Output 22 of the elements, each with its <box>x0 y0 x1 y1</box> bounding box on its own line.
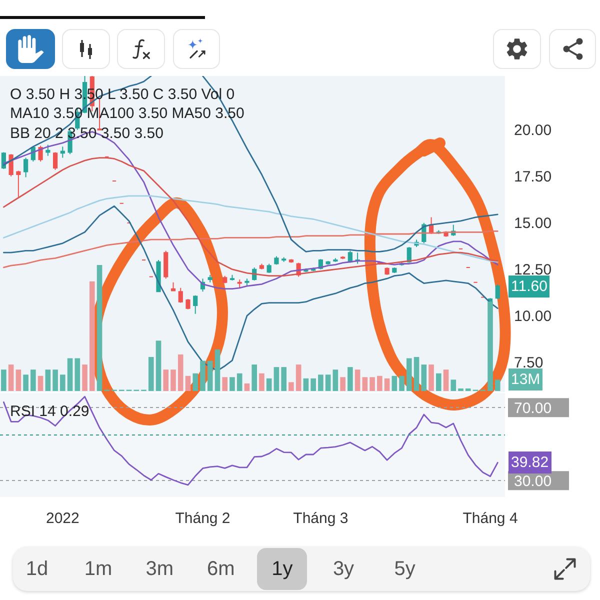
data-label: 39.82 <box>511 454 549 471</box>
text: 1y <box>272 557 293 581</box>
x-tick-label: Tháng 2 <box>175 510 230 527</box>
text: 13M <box>511 371 540 388</box>
y-tick-label: 20.00 <box>514 122 552 140</box>
text: 1d <box>26 557 48 581</box>
x-tick-label: Tháng 3 <box>293 510 348 527</box>
text: 6m <box>206 557 235 581</box>
y-tick-label: 10.00 <box>514 308 552 326</box>
y-tick-label: 15.00 <box>514 215 552 232</box>
y-tick-label: 12.50 <box>514 262 552 279</box>
y-tick-label: 17.50 <box>514 168 552 186</box>
text: 3y <box>332 557 354 581</box>
text: 11.60 <box>511 278 548 295</box>
y-tick-label: 7.50 <box>514 354 544 372</box>
text: 5y <box>394 557 416 581</box>
text: 1m <box>84 557 112 581</box>
text: 3m <box>146 557 174 581</box>
y-tick-label: 70.00 <box>514 400 552 417</box>
x-tick-label: 2022 <box>46 510 80 527</box>
y-tick-label: 30.00 <box>514 472 552 490</box>
x-tick-label: Tháng 4 <box>462 510 518 527</box>
